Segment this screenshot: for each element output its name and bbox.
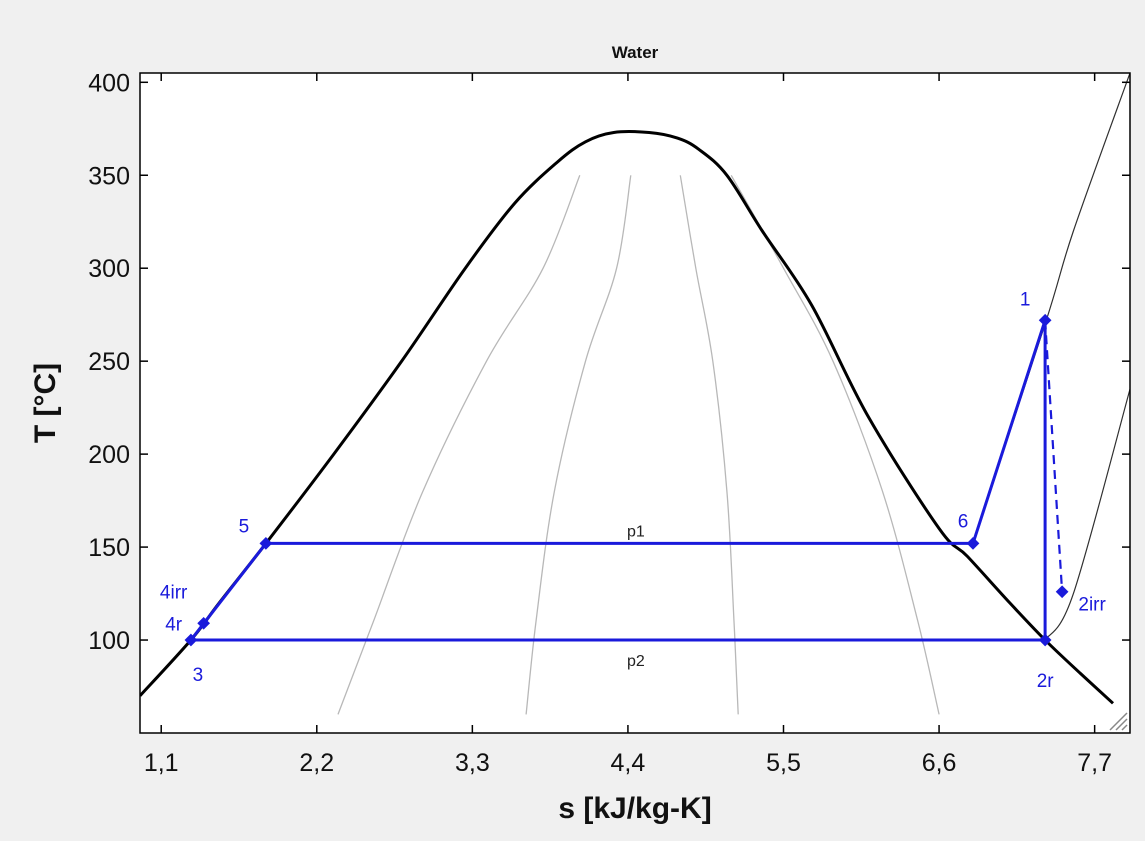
state-point-4irr-label: 4irr <box>160 582 188 603</box>
isobar-p2-superheat-line <box>1044 388 1130 641</box>
resize-grip-icon[interactable] <box>1109 712 1128 731</box>
cycle-segment-3 <box>971 319 1047 544</box>
y-tick-label: 200 <box>88 441 130 469</box>
pressure-line-label-p1: p1 <box>627 523 645 540</box>
state-point-5-label: 5 <box>239 516 250 537</box>
plot-frame <box>139 72 1131 734</box>
chart-title: Water <box>612 43 659 62</box>
state-point-labels-group: 1 2irr 2r 3 4r 4irr 5 6 <box>160 289 1107 692</box>
quality-lines-group <box>337 174 940 715</box>
quality-line-2 <box>525 175 632 715</box>
y-tick-label: 100 <box>88 627 130 655</box>
y-axis-title: T [°C] <box>29 363 62 443</box>
quality-line-3 <box>679 175 739 715</box>
state-point-6-label: 6 <box>958 511 969 532</box>
cycle-group <box>189 319 1064 642</box>
y-tick-label: 300 <box>88 255 130 283</box>
pressure-line-labels-group: p1 p2 <box>627 523 645 670</box>
x-tick-label: 2,2 <box>299 749 334 777</box>
y-axis-ticks: 100 150 200 250 300 350 400 <box>88 69 1130 655</box>
saturation-dome-group <box>140 130 1115 705</box>
state-point-3-label: 3 <box>193 665 204 686</box>
quality-line-4 <box>730 174 940 715</box>
y-tick-label: 150 <box>88 534 130 562</box>
plot-background <box>140 73 1130 733</box>
y-tick-label: 250 <box>88 348 130 376</box>
state-point-1-label: 1 <box>1020 289 1031 310</box>
pressure-line-label-p2: p2 <box>627 653 645 670</box>
state-point-4r-label: 4r <box>165 614 183 635</box>
x-axis-ticks: 1,1 2,2 3,3 4,4 5,5 6,6 7,7 <box>144 73 1112 777</box>
x-tick-label: 3,3 <box>455 749 490 777</box>
y-tick-label: 350 <box>88 162 130 190</box>
x-tick-label: 7,7 <box>1077 749 1112 777</box>
x-tick-label: 1,1 <box>144 749 179 777</box>
x-tick-label: 4,4 <box>611 749 646 777</box>
saturation-dome-line <box>140 130 1115 705</box>
quality-line-1 <box>337 175 581 715</box>
state-point-2r-label: 2r <box>1037 671 1055 692</box>
y-tick-label: 400 <box>88 69 130 97</box>
x-tick-label: 5,5 <box>766 749 801 777</box>
state-point-2irr-label: 2irr <box>1078 595 1106 616</box>
cycle-dashed-segment-1 <box>1044 320 1064 592</box>
x-axis-title: s [kJ/kg-K] <box>558 792 711 825</box>
x-tick-label: 6,6 <box>922 749 957 777</box>
